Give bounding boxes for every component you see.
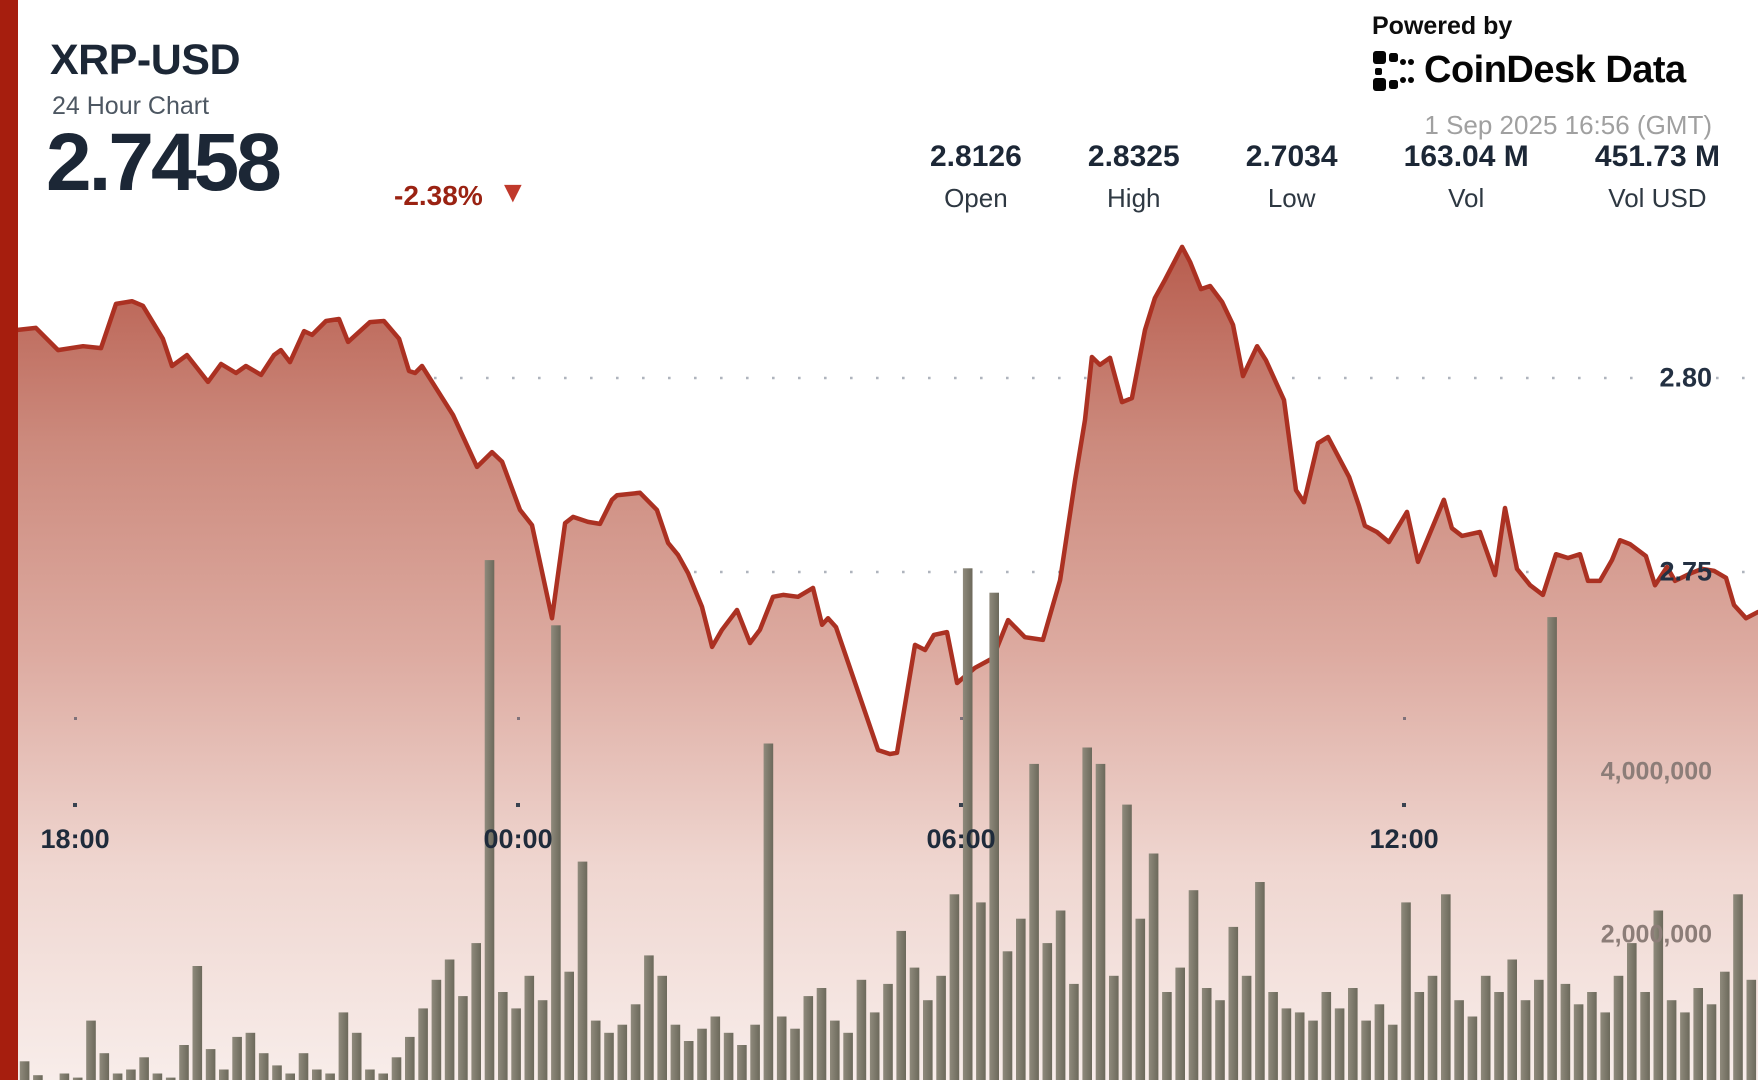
price-area-series <box>15 244 1758 1080</box>
volume-bars <box>19 560 1757 1080</box>
left-accent-bar <box>0 0 18 1080</box>
